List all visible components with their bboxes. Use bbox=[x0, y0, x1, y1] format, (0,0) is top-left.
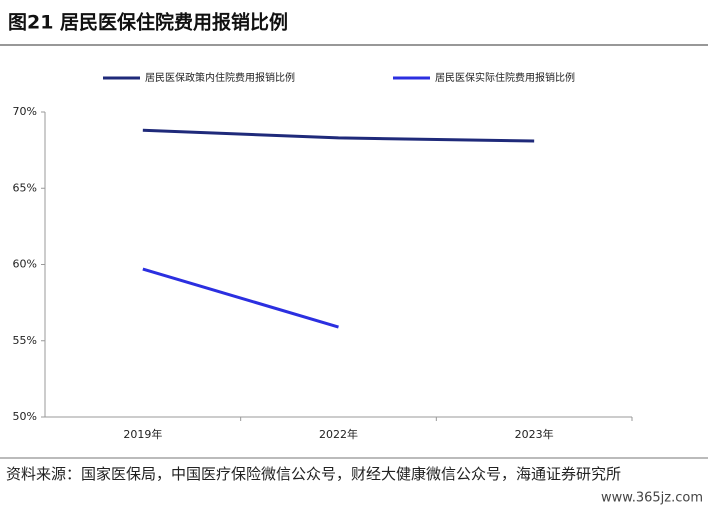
source-box: 资料来源：国家医保局，中国医疗保险微信公众号，财经大健康微信公众号，海通证券研究… bbox=[6, 465, 622, 483]
y-tick-label: 55% bbox=[13, 334, 37, 347]
x-tick-label: 2019年 bbox=[123, 427, 162, 441]
legend-label: 居民医保实际住院费用报销比例 bbox=[435, 71, 575, 84]
y-tick-label: 50% bbox=[13, 410, 37, 423]
y-tick-label: 70% bbox=[13, 105, 37, 118]
series-line bbox=[142, 128, 535, 143]
x-tick-label: 2023年 bbox=[515, 427, 554, 441]
x-tick-label: 2022年 bbox=[319, 427, 358, 441]
y-tick-label: 65% bbox=[13, 181, 37, 194]
legend-label: 居民医保政策内住院费用报销比例 bbox=[145, 71, 295, 84]
watermark: www.365jz.com bbox=[601, 491, 703, 506]
source: 资料来源：国家医保局，中国医疗保险微信公众号，财经大健康微信公众号，海通证券研究… bbox=[6, 465, 622, 483]
y-tick-label: 60% bbox=[13, 258, 37, 271]
chart-title: 图21 居民医保住院费用报销比例 bbox=[8, 11, 288, 34]
series-line bbox=[142, 267, 339, 329]
